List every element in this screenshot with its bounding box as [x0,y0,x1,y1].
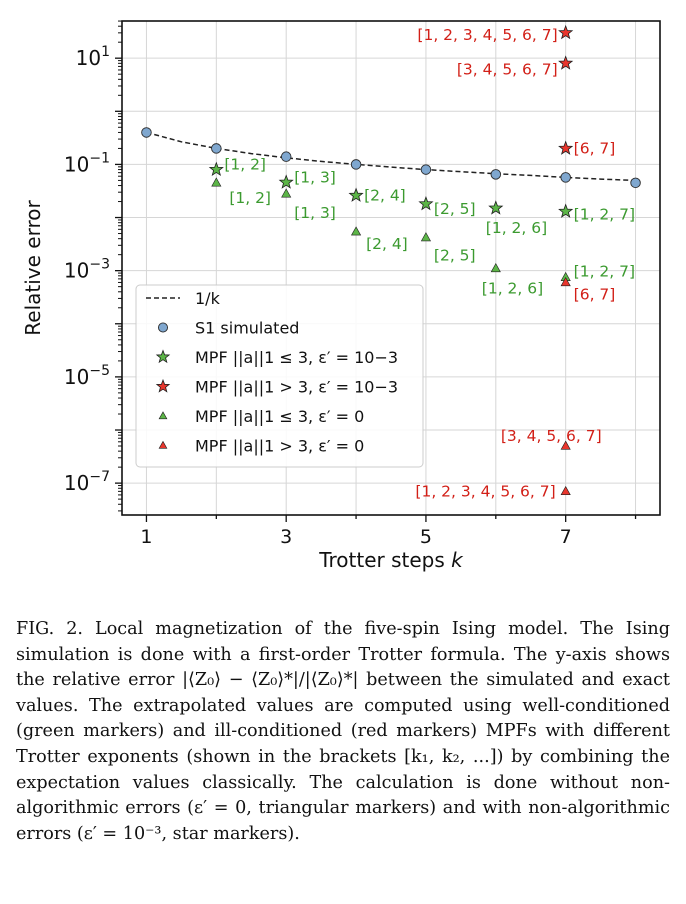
green-triangle-point-label: [1, 3] [294,204,336,222]
red-triangle-point-label: [3, 4, 5, 6, 7] [501,427,602,445]
curve-1-over-k [146,131,636,182]
legend-label: MPF ||a||1 ≤ 3, ε′ = 0 [195,407,364,426]
x-tick-label: 5 [420,526,432,548]
plot-frame [121,20,661,516]
figure-caption: FIG. 2. Local magnetization of the five-… [16,619,670,844]
y-tick-label: 10−1 [64,150,110,176]
green-star-marker [208,161,224,176]
legend-label: MPF ||a||1 > 3, ε′ = 0 [195,437,364,456]
green-triangle-marker [281,188,292,198]
x-tick-label: 3 [280,526,292,548]
legend-handle [155,378,171,393]
green-star-marker [278,174,294,189]
axes-layer: 1 3 5 7 101 10−1 10−3 10−5 10−7 Trotter steps k Re… [21,20,637,572]
circle-marker [560,172,571,183]
red-star-marker [558,24,574,40]
green-star-point-label: [2, 4] [364,186,406,204]
legend-handle [158,411,168,420]
legend-handle [158,440,168,449]
green-star-point-label: [1, 2, 7] [574,205,635,223]
circle-marker [211,143,222,154]
red-triangle-point-label: [1, 2, 3, 4, 5, 6, 7] [415,482,555,500]
y-axis-label: Relative error [21,200,45,336]
green-star-marker [558,203,574,218]
point-label-layer: [1, 2] [1, 3] [2, 4] [2, 5] [1, 2, 6] [1, 2, … [224,26,635,501]
green-triangle-marker [490,263,501,273]
y-tick-label: 10−5 [64,363,110,389]
green-star-point-label: [1, 3] [294,168,336,186]
x-axis-label: Trotter steps k [318,548,464,572]
y-tick-label: 10−3 [64,257,110,283]
red-triangle-marker [560,485,571,496]
y-tick-label: 101 [76,44,110,70]
green-star-point-label: [2, 5] [434,200,476,218]
green-star-point-label: [1, 2] [224,156,266,174]
red-triangle-marker [560,277,571,287]
red-star-marker [558,55,574,70]
x-tick-label: 7 [560,526,572,548]
green-triangle-point-label: [2, 5] [434,247,476,265]
legend-handle [155,349,171,364]
circle-marker [141,127,152,138]
circle-marker [350,159,362,170]
legend-label: MPF ||a||1 ≤ 3, ε′ = 10−3 [195,348,398,367]
green-triangle-point-label: [1, 2, 6] [482,279,543,297]
red-star-marker [558,140,574,155]
circle-marker [630,177,641,189]
green-triangle-point-label: [2, 4] [366,235,408,253]
legend-handle [157,322,169,333]
green-triangle-point-label: [1, 2, 7] [574,262,635,280]
legend-label: S1 simulated [195,319,299,338]
y-tick-label: 10−7 [64,469,110,495]
circle-marker [490,169,502,180]
curve-layer [146,131,636,182]
red-star-point-label: [1, 2, 3, 4, 5, 6, 7] [417,26,557,44]
figure-chart: [1, 2] [1, 3] [2, 4] [2, 5] [1, 2, 6] [1, 2, … [21,20,661,572]
legend-box [135,284,424,468]
green-star-marker [488,200,504,215]
red-star-point-label: [3, 4, 5, 6, 7] [457,60,558,78]
green-star-marker [418,196,434,211]
green-triangle-point-label: [1, 2] [229,189,271,207]
green-triangle-marker [420,232,432,242]
circle-marker [420,164,432,175]
red-triangle-point-label: [6, 7] [574,285,616,303]
green-triangle-marker [350,226,362,236]
legend-label: MPF ||a||1 > 3, ε′ = 10−3 [195,378,398,397]
marker-layer [141,24,641,496]
red-star-point-label: [6, 7] [574,139,616,157]
circle-marker [280,151,292,162]
legend: 1/k S1 simulated MPF ||a||1 ≤ 3, ε′ = 10−3… [135,284,424,468]
red-triangle-marker [560,440,571,450]
green-star-point-label: [1, 2, 6] [486,219,547,237]
green-star-marker [348,187,364,202]
x-tick-label: 1 [140,526,152,548]
legend-label: 1/k [195,289,221,308]
green-triangle-marker [211,177,222,187]
